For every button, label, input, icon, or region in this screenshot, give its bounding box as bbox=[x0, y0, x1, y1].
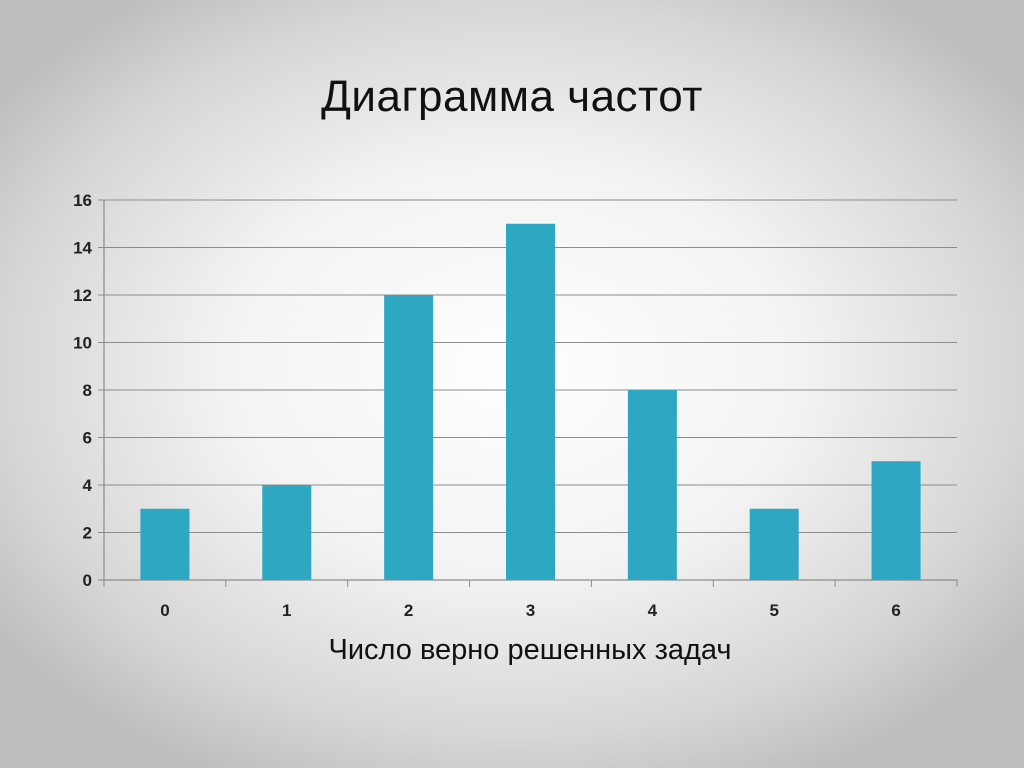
bar-4 bbox=[627, 390, 677, 580]
x-tick-label: 1 bbox=[282, 601, 291, 620]
y-tick-label: 6 bbox=[83, 429, 92, 448]
x-tick-label: 3 bbox=[526, 601, 535, 620]
x-tick-label: 5 bbox=[769, 601, 778, 620]
bar-3 bbox=[506, 223, 555, 580]
y-tick-label: 10 bbox=[73, 334, 92, 353]
y-tick-label: 0 bbox=[83, 571, 92, 590]
x-axis-title: Число верно решенных задач bbox=[328, 634, 731, 666]
chart-title: Диаграмма частот bbox=[321, 72, 703, 121]
y-tick-labels: 0 2 4 6 8 10 12 14 16 bbox=[73, 191, 92, 590]
bar-6 bbox=[871, 461, 921, 580]
x-tick-label: 4 bbox=[648, 601, 658, 620]
y-tick-label: 4 bbox=[83, 476, 93, 495]
bar-1 bbox=[262, 485, 312, 580]
bars bbox=[140, 223, 921, 580]
y-tick-label: 12 bbox=[73, 286, 92, 305]
bar-5 bbox=[749, 508, 799, 580]
x-tick-label: 6 bbox=[891, 601, 900, 620]
bar-0 bbox=[140, 508, 190, 580]
axes bbox=[98, 199, 958, 587]
y-tick-label: 16 bbox=[73, 191, 92, 210]
y-tick-label: 2 bbox=[83, 524, 92, 543]
x-tick-labels: 0 1 2 3 4 5 6 bbox=[160, 601, 901, 620]
x-tick-label: 0 bbox=[160, 601, 169, 620]
x-tick-label: 2 bbox=[404, 601, 413, 620]
y-tick-label: 14 bbox=[73, 239, 92, 258]
bar-2 bbox=[384, 295, 434, 580]
y-tick-label: 8 bbox=[83, 381, 92, 400]
